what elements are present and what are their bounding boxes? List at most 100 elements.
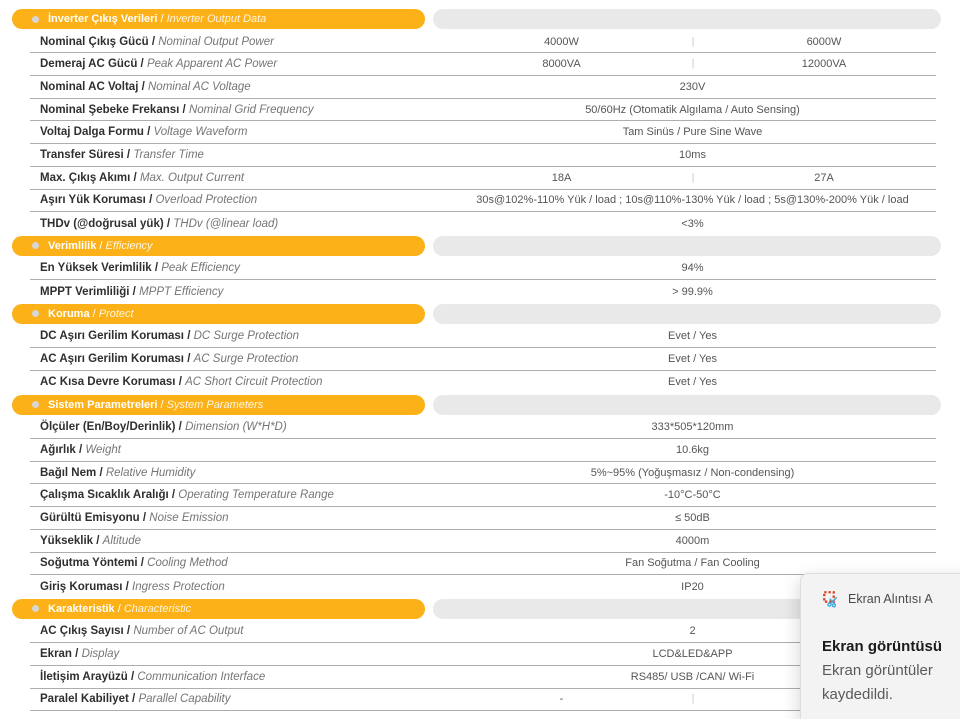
spec-label-tr: İletişim Arayüzü — [40, 670, 128, 683]
spec-label: Voltaj Dalga Formu / Voltage Waveform — [40, 126, 248, 138]
spec-label-en: Overload Protection — [155, 194, 258, 207]
toast-title: Ekran görüntüsü — [822, 638, 943, 655]
spec-label-tr: Ekran — [40, 648, 72, 661]
section-title-en: Inverter Output Data — [166, 13, 267, 25]
spec-label-en: Noise Emission — [149, 511, 229, 524]
spec-value-col2: 27A — [814, 171, 834, 184]
spec-label: THDv (@doğrusal yük) / THDv (@linear loa… — [40, 218, 278, 230]
spec-value-col2: 12000VA — [801, 58, 847, 71]
spec-label-tr: Demeraj AC Gücü — [40, 58, 138, 71]
section-title-tr: Karakteristik — [48, 602, 115, 615]
spec-row: Nominal AC Voltaj / Nominal AC Voltage 23… — [30, 76, 936, 99]
spec-label-tr: AC Kısa Devre Koruması — [40, 376, 176, 389]
spec-row: Ağırlık / Weight 10.6kg — [30, 439, 936, 462]
spec-label-separator: / — [138, 80, 148, 93]
spec-label-tr: Voltaj Dalga Formu — [40, 126, 144, 139]
section-header: Sistem Parametreleri / System Parameters — [0, 394, 960, 417]
spec-label: Giriş Koruması / Ingress Protection — [40, 581, 225, 593]
spec-label-tr: Giriş Koruması — [40, 580, 123, 593]
spec-label-separator: / — [143, 126, 154, 139]
spec-label-en: Peak Apparent AC Power — [146, 58, 278, 71]
spec-label: Nominal AC Voltaj / Nominal AC Voltage — [40, 81, 251, 93]
spec-label-en: Transfer Time — [133, 148, 204, 161]
spec-row: MPPT Verimliliği / MPPT Efficiency > 99.9… — [30, 280, 936, 303]
spec-label-tr: Transfer Süresi — [40, 148, 124, 161]
spec-label-tr: Nominal AC Voltaj — [40, 80, 139, 93]
spec-label-tr: THDv (@doğrusal yük) — [40, 217, 164, 230]
spec-row: Max. Çıkış Akımı / Max. Output Current 18… — [30, 167, 936, 190]
spec-row: AC Aşırı Gerilim Koruması / AC Surge Pro… — [30, 348, 936, 371]
spec-label-en: THDv (@linear load) — [173, 217, 279, 230]
spec-value: 4000m — [675, 534, 710, 547]
spec-label-separator: / — [71, 648, 82, 661]
spec-row: Ölçüler (En/Boy/Derinlik) / Dimension (W… — [30, 416, 936, 440]
toast-header: Ekran Alıntısı A — [822, 590, 933, 608]
spec-label-tr: MPPT Verimliliği — [40, 285, 130, 298]
spec-row: Gürültü Emisyonu / Noise Emission ≤ 50dB — [30, 507, 936, 530]
spec-label-tr: Yükseklik — [40, 534, 94, 547]
spec-label: Gürültü Emisyonu / Noise Emission — [40, 512, 229, 524]
spec-value: 2 — [689, 625, 696, 638]
spec-label: İletişim Arayüzü / Communication Interfa… — [40, 671, 265, 683]
spec-label-tr: AC Çıkış Sayısı — [40, 625, 124, 638]
column-divider: | — [691, 58, 695, 70]
spec-label: Nominal Çıkış Gücü / Nominal Output Powe… — [40, 36, 274, 48]
bullet-icon — [32, 401, 39, 409]
spec-value-col1: 18A — [551, 171, 572, 184]
spec-label-tr: DC Aşırı Gerilim Koruması — [40, 330, 185, 343]
notification-toast[interactable]: Ekran Alıntısı A Ekran görüntüsü Ekran g… — [800, 573, 960, 719]
snipping-tool-icon — [822, 590, 840, 608]
section-title-tr: Verimlilik — [48, 239, 97, 252]
spec-label-separator: / — [130, 171, 140, 184]
bullet-icon — [32, 310, 39, 318]
section-title-tr: İnverter Çıkış Verileri — [48, 13, 158, 25]
spec-label-en: MPPT Efficiency — [139, 285, 224, 298]
spec-value-col1: - — [559, 693, 564, 706]
spec-label-tr: Nominal Şebeke Frekansı — [40, 103, 180, 116]
spec-label-separator: / — [184, 330, 194, 343]
spec-label-separator: / — [123, 148, 134, 161]
spec-label-en: Weight — [85, 443, 121, 456]
spec-row: Aşırı Yük Koruması / Overload Protection… — [30, 190, 936, 213]
spec-label-en: Altitude — [102, 534, 142, 547]
section-title-en: System Parameters — [166, 398, 264, 411]
spec-label: MPPT Verimliliği / MPPT Efficiency — [40, 286, 223, 298]
bullet-icon — [32, 15, 39, 23]
spec-value: ≤ 50dB — [675, 511, 710, 524]
spec-label: AC Çıkış Sayısı / Number of AC Output — [40, 625, 243, 637]
section-header-tail — [433, 9, 941, 29]
spec-label-en: AC Surge Protection — [193, 353, 299, 366]
section-pill: Verimlilik / Efficiency — [12, 235, 425, 256]
spec-label-separator: / — [122, 580, 133, 593]
spec-label-en: Parallel Capability — [138, 693, 231, 706]
spec-label-separator: / — [127, 670, 138, 683]
spec-row: THDv (@doğrusal yük) / THDv (@linear loa… — [30, 212, 936, 235]
spec-value: 230V — [679, 80, 706, 93]
spec-label-en: Nominal Output Power — [158, 35, 274, 48]
spec-value-col1: 4000W — [544, 35, 579, 48]
spec-label-en: Ingress Protection — [132, 580, 225, 593]
spec-label-separator: / — [145, 194, 156, 207]
spec-label-separator: / — [75, 443, 86, 456]
spec-label: DC Aşırı Gerilim Koruması / DC Surge Pro… — [40, 330, 299, 342]
spec-row: Yükseklik / Altitude 4000m — [30, 530, 936, 553]
spec-row: Ekran / Display LCD&LED&APP — [30, 643, 936, 666]
section-header: Verimlilik / Efficiency — [0, 235, 960, 258]
spec-value-col2: 6000W — [806, 35, 842, 48]
spec-label-separator: / — [175, 376, 186, 389]
spec-label-tr: AC Aşırı Gerilim Koruması — [40, 353, 185, 366]
spec-label-separator: / — [148, 35, 159, 48]
bullet-icon — [32, 242, 39, 250]
section-pill: Karakteristik / Characteristic — [12, 598, 425, 619]
spec-value: Evet / Yes — [668, 376, 717, 389]
section-header: İnverter Çıkış Verileri / Inverter Outpu… — [0, 8, 960, 31]
spec-label-en: Dimension (W*H*D) — [185, 421, 287, 434]
spec-row: Bağıl Nem / Relative Humidity 5%~95% (Yoğ… — [30, 462, 936, 485]
spec-label-en: Nominal Grid Frequency — [188, 103, 314, 116]
spec-label-tr: Gürültü Emisyonu — [40, 511, 140, 524]
spec-label-en: Voltage Waveform — [153, 126, 248, 139]
spec-row: Voltaj Dalga Formu / Voltage Waveform Tam… — [30, 121, 936, 145]
spec-label: Transfer Süresi / Transfer Time — [40, 149, 204, 161]
column-divider: | — [691, 36, 695, 48]
